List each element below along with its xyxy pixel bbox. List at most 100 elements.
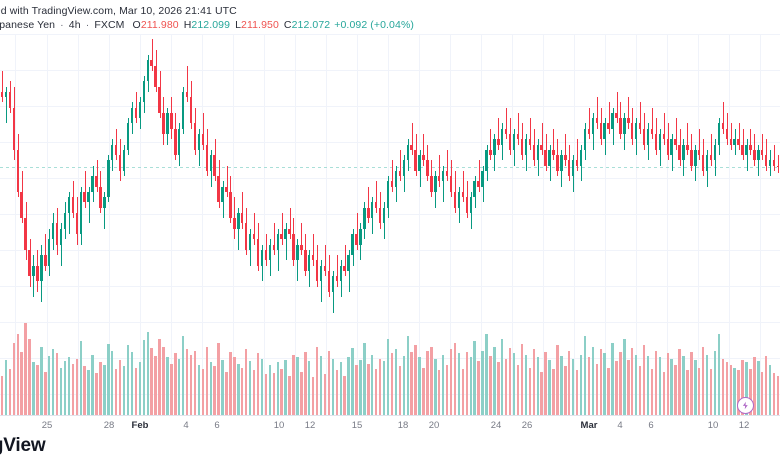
volume-bar-down [8,369,12,415]
candle-body-down [343,265,346,271]
volume-bar-down [776,375,780,415]
candle-body-up [493,139,496,156]
volume-bar-down [162,346,165,415]
volume-bar-down [323,374,327,415]
volume-bar-up [611,342,614,415]
candle-wick [628,97,629,129]
candle-body-down [162,112,165,134]
volume-bar-down [453,342,457,415]
tradingview-watermark: dingView [0,435,46,456]
volume-bar-down [516,365,520,415]
candle-body-down [619,118,622,134]
volume-bar-down [528,367,532,415]
candle-body-down [540,144,543,150]
volume-bar-down [280,369,283,415]
candle-wick [227,165,228,198]
candle-body-down [520,139,524,156]
time-axis-tick: 20 [428,420,440,431]
volume-bar-down [737,370,740,415]
volume-bar-down [193,350,197,415]
volume-bar-down [465,351,469,415]
volume-bar-down [189,354,193,415]
candle-body-down [564,155,567,161]
candle-body-up [40,255,43,282]
volume-bar-down [552,369,555,415]
candle-wick [392,160,393,192]
volume-bar-up [745,362,748,415]
candle-body-up [87,191,90,203]
gridline-vertical [171,34,172,415]
volume-bar-up [717,333,721,415]
candle-wick [325,244,326,277]
open-label: O [132,19,141,31]
candle-body-down [272,244,275,250]
candle-body-up [670,139,673,156]
candle-wick [640,102,641,134]
candle-body-down [453,191,457,208]
time-axis[interactable]: 25 28 Feb 4 6 10 12 15 18 20 24 26 Mar 4 6 10 12 [0,415,780,437]
candle-wick [301,223,302,256]
candle-body-down [327,270,331,292]
volume-bar-down [544,351,547,415]
candle-body-up [308,255,311,271]
candle-body-down [304,249,307,271]
candle-body-up [418,155,421,171]
volume-bar-up [181,336,185,415]
exchange-label: FXCM [94,19,125,31]
candle-body-down [398,170,402,177]
candle-body-down [378,207,382,224]
lightning-bolt-icon[interactable] [737,397,754,414]
candle-body-up [694,149,697,166]
volume-bar-down [0,375,4,415]
symbol-name[interactable]: nd / Japanese Yen [0,19,56,31]
candle-body-up [107,160,110,198]
volume-bar-down [595,363,599,415]
volume-bar-up [237,363,240,415]
candle-body-up [32,265,35,277]
candle-body-down [193,123,197,150]
gridline-horizontal [0,142,780,143]
candle-body-down [709,155,713,161]
volume-bar-down [99,362,102,415]
candle-body-up [583,128,587,150]
timeframe-label[interactable]: 4h [68,19,81,31]
volume-bar-down [24,323,27,415]
chart-plot-area[interactable] [0,34,780,415]
candle-wick [723,102,724,134]
candle-body-up [209,155,212,171]
candle-body-down [544,149,547,166]
volume-bar-up [122,366,126,415]
volume-bar-down [568,350,571,415]
candle-wick [750,128,751,156]
candle-body-down [229,191,232,219]
candle-body-down [497,139,500,145]
candle-wick [69,191,70,234]
candle-body-up [560,155,563,171]
candle-body-up [512,134,516,150]
time-axis-tick: 26 [521,420,533,431]
volume-bar-down [174,353,177,415]
volume-bar-up [386,338,390,415]
volume-bar-up [339,362,342,415]
gridline-horizontal [0,214,780,215]
gridline-vertical [605,34,606,415]
volume-bar-up [512,353,516,415]
volume-bar-down [213,366,216,415]
candle-wick [321,260,322,303]
chart-header: n created with TradingView.com, Mar 10, … [0,0,780,34]
time-axis-tick: 25 [41,420,53,431]
candle-body-down [489,149,492,156]
gridline-vertical [202,34,203,415]
candle-body-down [426,160,429,177]
candle-body-down [367,207,370,219]
candle-body-up [434,176,437,192]
candle-body-up [331,276,335,292]
gridline-vertical [15,34,16,415]
candle-body-down [256,239,260,266]
candle-body-up [122,149,126,171]
gridline-vertical [729,34,730,415]
volume-bar-down [315,346,319,415]
candle-body-up [363,207,366,229]
gridline-vertical [419,34,420,415]
volume-bar-up [658,357,662,415]
